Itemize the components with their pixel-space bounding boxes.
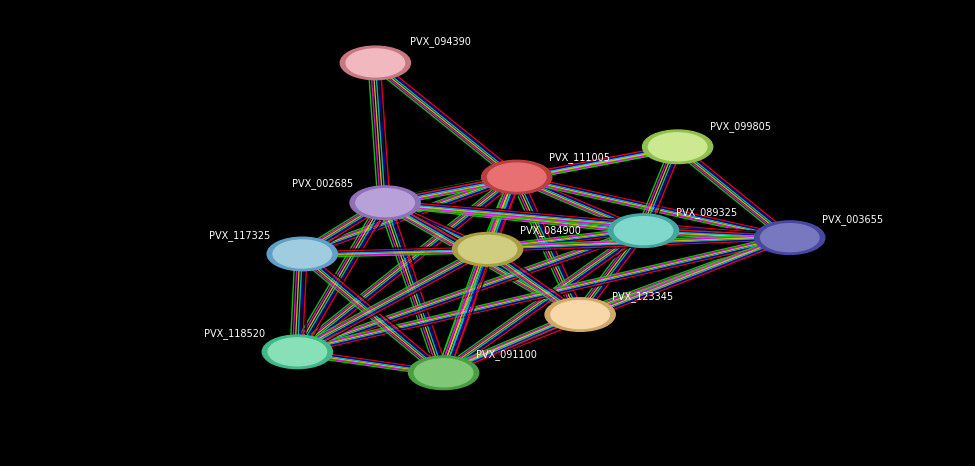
Circle shape xyxy=(273,240,332,268)
Circle shape xyxy=(356,189,414,217)
Circle shape xyxy=(545,298,615,331)
Circle shape xyxy=(409,356,479,390)
Text: PVX_123345: PVX_123345 xyxy=(612,291,674,302)
Circle shape xyxy=(643,130,713,164)
Text: PVX_118520: PVX_118520 xyxy=(204,328,265,339)
Circle shape xyxy=(340,46,410,80)
Circle shape xyxy=(608,214,679,247)
Circle shape xyxy=(414,359,473,387)
Text: PVX_111005: PVX_111005 xyxy=(549,152,610,163)
Circle shape xyxy=(346,49,405,77)
Circle shape xyxy=(488,163,546,191)
Circle shape xyxy=(648,133,707,161)
Text: PVX_089325: PVX_089325 xyxy=(676,207,737,218)
Circle shape xyxy=(482,160,552,194)
Text: PVX_091100: PVX_091100 xyxy=(476,349,536,360)
Circle shape xyxy=(755,221,825,254)
Text: PVX_002685: PVX_002685 xyxy=(292,178,353,189)
Text: PVX_099805: PVX_099805 xyxy=(710,121,771,132)
Circle shape xyxy=(262,335,332,369)
Text: PVX_094390: PVX_094390 xyxy=(410,36,470,47)
Circle shape xyxy=(614,217,673,245)
Circle shape xyxy=(267,237,337,271)
Circle shape xyxy=(551,301,609,329)
Text: PVX_084900: PVX_084900 xyxy=(520,226,580,236)
Text: PVX_117325: PVX_117325 xyxy=(209,230,270,241)
Circle shape xyxy=(452,233,523,266)
Circle shape xyxy=(760,224,819,252)
Circle shape xyxy=(458,235,517,263)
Circle shape xyxy=(268,338,327,366)
Text: PVX_003655: PVX_003655 xyxy=(822,214,883,225)
Circle shape xyxy=(350,186,420,219)
